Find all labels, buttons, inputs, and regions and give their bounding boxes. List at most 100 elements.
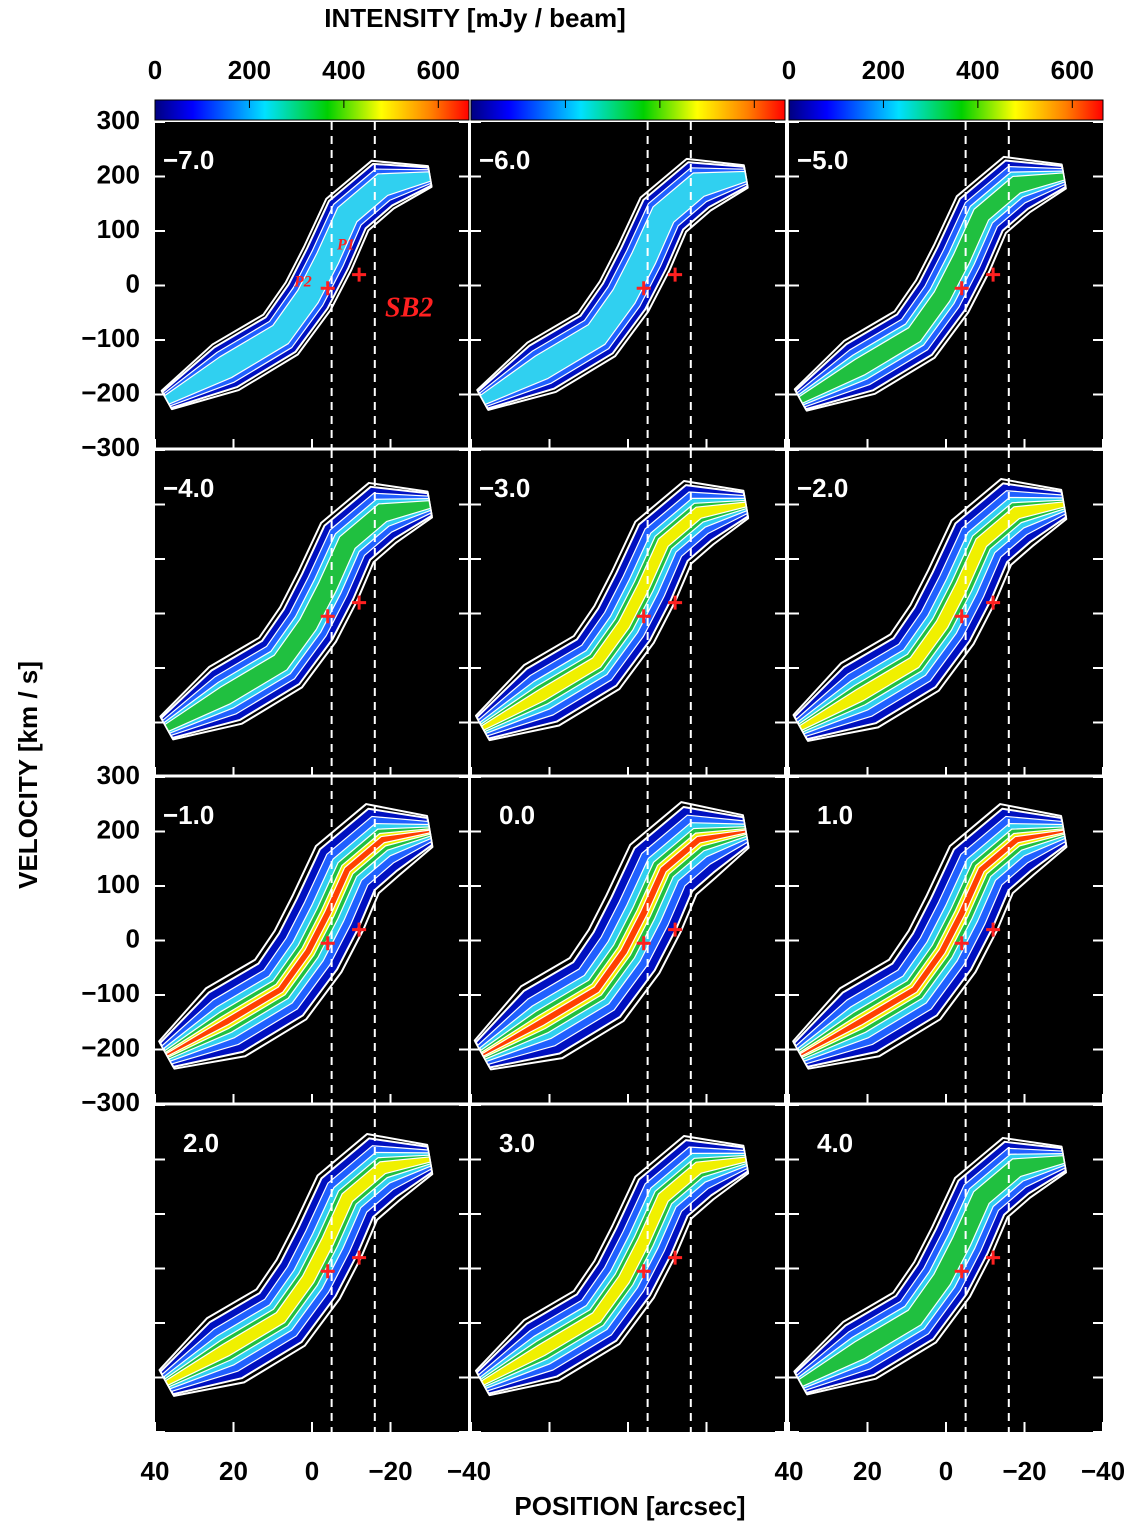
position-marker [636,1264,651,1279]
y-tick-label: −300 [81,1087,140,1117]
emission-contour [158,1133,434,1397]
position-marker [668,1250,683,1265]
y-axis-label: VELOCITY [km / s] [13,661,43,889]
colorbar-tick-label: 400 [956,55,999,85]
y-tick-label: −200 [81,1032,140,1062]
y-tick-label: 300 [97,760,140,790]
position-marker [320,936,335,951]
position-marker [954,609,969,624]
panel-label: −5.0 [797,145,848,175]
x-tick-label: 0 [939,1456,953,1486]
emission-contour [162,1151,432,1390]
colorbar-title: INTENSITY [mJy / beam] [324,3,626,33]
y-tick-label: 200 [97,814,140,844]
emission-contour [158,803,434,1070]
panel-label: 2.0 [183,1128,219,1158]
x-tick-label: −40 [447,1456,491,1486]
position-marker [636,609,651,624]
colorbar [788,99,1104,121]
y-tick-label: 100 [97,869,140,899]
panel: 4.0 [788,1104,1104,1433]
emission-contour [479,1152,748,1390]
panel-label: 1.0 [817,800,853,830]
position-marker [668,267,683,282]
position-marker [352,1250,367,1265]
emission-contour [797,1153,1066,1389]
emission-contour [162,168,432,407]
colorbar-tick-label: 200 [862,55,905,85]
emission-contour [798,1155,1066,1387]
emission-contour [474,1134,750,1397]
colorbar-tick-label: 600 [1051,55,1094,85]
position-marker [668,922,683,937]
emission-contour [478,167,748,408]
x-tick-label: 40 [141,1456,170,1486]
panel-label: 3.0 [499,1128,535,1158]
emission-contour [165,829,431,1057]
colorbar-tick-label: 0 [782,55,796,85]
emission-contour [479,170,748,406]
panel: 0.0 [470,776,786,1105]
emission-contour [798,828,1065,1058]
panel: 2.0 [154,1104,470,1433]
colorbar-tick-label: 0 [148,55,162,85]
emission-contour [163,171,432,405]
x-tick-label: 20 [853,1456,882,1486]
x-tick-label: −40 [1081,1456,1125,1486]
x-tick-label: −20 [1002,1456,1046,1486]
position-marker [986,595,1001,610]
panel-label: −3.0 [479,473,530,503]
position-marker [352,267,367,282]
x-tick-label: 0 [305,1456,319,1486]
panel: −7.0 [154,121,470,450]
panel: 1.0 [788,776,1104,1105]
emission-contour [163,498,432,734]
position-marker [986,267,1001,282]
position-marker [320,1264,335,1279]
emission-contour [480,501,747,731]
emission-contour [792,803,1068,1070]
panel-label: −6.0 [479,145,530,175]
position-marker [636,936,651,951]
y-tick-label: 0 [126,268,140,298]
x-tick-label: 40 [775,1456,804,1486]
position-marker [668,595,683,610]
y-tick-label: −100 [81,323,140,353]
panel-label: −4.0 [163,473,214,503]
panel: −3.0 [470,449,786,778]
panel-label: 4.0 [817,1128,853,1158]
emission-contour [478,822,748,1063]
emission-contour [476,157,749,411]
y-tick-label: −200 [81,377,140,407]
panel: −2.0 [788,449,1104,778]
emission-contour [481,829,747,1057]
position-marker [320,281,335,296]
emission-contour [474,479,750,742]
position-marker [352,922,367,937]
y-tick-label: 300 [97,105,140,135]
emission-contour [793,155,1067,412]
emission-contour [792,478,1068,742]
panel: −1.0 [154,776,470,1105]
position-marker [636,281,651,296]
emission-contour [480,1156,747,1386]
emission-contour [159,481,433,741]
emission-contour [799,829,1065,1057]
emission-contour [480,828,747,1059]
emission-contour [162,822,432,1062]
emission-contour [164,1154,432,1388]
annotation: SB2 [385,292,433,323]
position-marker [954,281,969,296]
annotation: P2 [293,274,312,291]
emission-contour [797,170,1066,406]
emission-contour [479,497,748,735]
panel-label: −1.0 [163,800,214,830]
emission-contour [164,828,431,1058]
emission-contour [160,159,433,411]
y-tick-label: −300 [81,432,140,462]
colorbar [154,99,470,121]
panel-label: −2.0 [797,473,848,503]
emission-contour [480,499,748,733]
colorbar [470,99,786,121]
